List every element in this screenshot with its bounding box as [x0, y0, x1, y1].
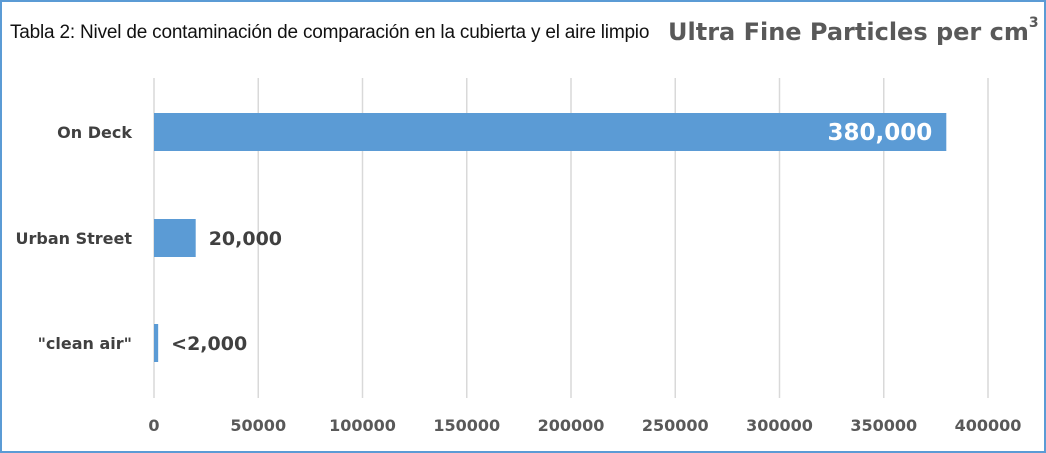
figure-caption: Tabla 2: Nivel de contaminación de compa… — [10, 22, 650, 43]
x-tick-label: 200000 — [538, 416, 605, 435]
x-tick-label: 0 — [148, 416, 159, 435]
category-labels: On Deck Urban Street "clean air" — [15, 123, 132, 353]
bar — [154, 113, 947, 151]
data-label: <2,000 — [171, 333, 247, 355]
chart-title-superscript: 3 — [1028, 15, 1039, 31]
x-tick-labels: 0 50000 100000 150000 200000 250000 300000 3500… — [148, 416, 1021, 435]
bar — [154, 219, 196, 257]
x-tick-label: 150000 — [433, 416, 500, 435]
x-tick-label: 300000 — [746, 416, 813, 435]
x-tick-label: 400000 — [955, 416, 1022, 435]
chart-title: Ultra Fine Particles per cm3 — [668, 15, 1039, 46]
data-labels: 380,000 20,000 <2,000 — [171, 120, 932, 355]
bars — [154, 113, 947, 362]
chart-title-text: Ultra Fine Particles per cm — [668, 18, 1029, 46]
data-label: 380,000 — [828, 120, 933, 146]
category-label: On Deck — [57, 123, 132, 142]
x-tick-label: 250000 — [642, 416, 709, 435]
bar — [154, 324, 159, 362]
x-tick-label: 100000 — [329, 416, 396, 435]
data-label: 20,000 — [209, 228, 282, 250]
x-tick-label: 50000 — [230, 416, 286, 435]
category-label: Urban Street — [15, 229, 132, 248]
x-tick-label: 350000 — [850, 416, 917, 435]
category-label: "clean air" — [38, 334, 132, 353]
